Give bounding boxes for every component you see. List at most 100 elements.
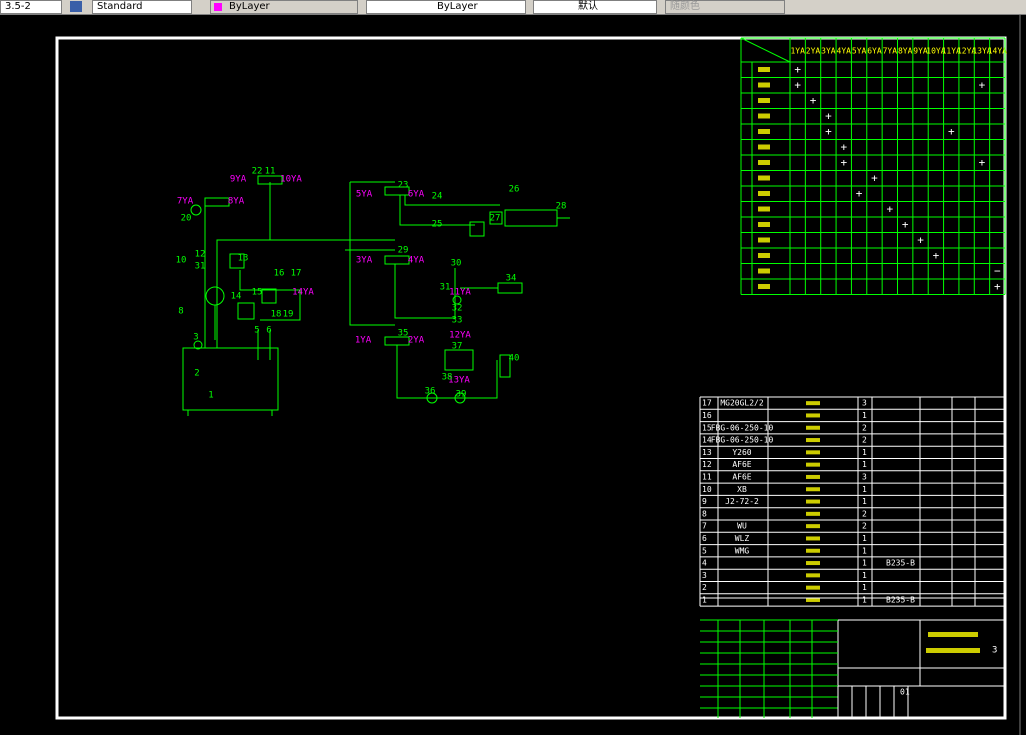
cell-mark: + <box>825 125 832 138</box>
row-caption <box>758 237 770 243</box>
row-caption <box>758 98 770 103</box>
part-name <box>806 536 820 541</box>
part-name <box>806 462 820 467</box>
schematic-label: 5 <box>254 326 259 336</box>
schematic-label: 36 <box>425 387 436 397</box>
schematic-label: 8YA <box>228 197 245 207</box>
schematic-label: 14 <box>231 292 242 302</box>
part-no: 2 <box>702 583 707 592</box>
schematic-label: 33 <box>452 316 463 326</box>
part-code: MG20GL2/2 <box>720 399 764 408</box>
part-name <box>806 487 820 492</box>
part-qty: 1 <box>862 485 867 494</box>
schematic-label: 12 <box>195 250 206 260</box>
part-name <box>806 561 820 566</box>
part-qty: 2 <box>862 423 867 432</box>
schematic-label: 30 <box>451 259 462 269</box>
column-header: 6YA <box>867 47 882 56</box>
part-material: B235-B <box>886 559 915 568</box>
row-caption <box>758 113 770 119</box>
table-line <box>740 37 791 63</box>
row-caption <box>758 206 770 212</box>
cell-mark: + <box>794 63 801 76</box>
column-header: 4YA <box>837 47 852 56</box>
part-no: 14 <box>702 436 712 445</box>
cell-mark: + <box>840 140 847 153</box>
text-style-box[interactable]: 3.5-2 <box>0 0 62 14</box>
cell-mark: − <box>994 264 1001 277</box>
part-name <box>806 401 820 406</box>
parts-list: 17 MG20GL2/2 316 115 FBG-06-250-10 214 FBG-06-… <box>699 396 1006 718</box>
part-qty: 1 <box>862 448 867 457</box>
sheet-count: 3 <box>992 646 997 656</box>
column-header: 8YA <box>898 47 913 56</box>
schematic-label: 24 <box>432 192 443 202</box>
schematic-label: 14YA <box>292 288 314 298</box>
column-header: 3YA <box>821 47 836 56</box>
schematic-label: 13 <box>238 254 249 264</box>
scale: 01 <box>900 688 910 697</box>
schematic-label: 31 <box>440 283 451 293</box>
part-no: 11 <box>702 472 712 481</box>
part-qty: 3 <box>862 399 867 408</box>
cell-mark: + <box>794 78 801 91</box>
schematic-label: 2 <box>194 369 199 379</box>
schematic-label: 25 <box>432 220 443 230</box>
part-code: J2-72-2 <box>725 497 759 506</box>
schematic-label: 26 <box>509 185 520 195</box>
schematic-label: 4YA <box>408 256 425 266</box>
schematic-label: 37 <box>452 342 463 352</box>
part-qty: 3 <box>862 472 867 481</box>
hydraulic-schematic <box>182 175 570 416</box>
cell-mark: + <box>856 187 863 200</box>
part-qty: 1 <box>862 595 867 604</box>
part-no: 12 <box>702 460 712 469</box>
drawing-canvas: 1YA 2YA 3YA 4YA 5YA 6YA 7YA 8YA 9YA10YA11YA12YA1… <box>55 15 1021 735</box>
schematic-label: 5YA <box>356 190 373 200</box>
column-header: 12YA <box>957 47 976 56</box>
schematic-label: 2YA <box>408 336 425 346</box>
cell-mark: + <box>825 109 832 122</box>
schematic-label: 9YA <box>230 175 247 185</box>
schematic-label: 7YA <box>177 197 194 207</box>
part-qty: 2 <box>862 436 867 445</box>
part-qty: 1 <box>862 411 867 420</box>
schematic-label: 15 <box>252 288 263 298</box>
schematic-label: 10 <box>176 256 187 266</box>
cell-mark: + <box>979 78 986 91</box>
dim-style-box[interactable]: Standard <box>92 0 192 14</box>
column-header: 10YA <box>926 47 945 56</box>
schematic-label: 28 <box>556 202 567 212</box>
schematic-label: 6 <box>266 326 271 336</box>
cell-mark: + <box>979 156 986 169</box>
title-text <box>926 648 980 653</box>
lineweight-box[interactable]: 默认 <box>533 0 657 14</box>
linetype-box[interactable]: ByLayer <box>366 0 526 14</box>
part-qty: 1 <box>862 559 867 568</box>
part-no: 3 <box>702 571 707 580</box>
part-name <box>806 511 820 516</box>
part-no: 1 <box>702 595 707 604</box>
part-name <box>806 413 820 418</box>
part-code: WLZ <box>735 534 750 543</box>
column-header: 2YA <box>806 47 821 56</box>
part-qty: 1 <box>862 583 867 592</box>
style-icon[interactable] <box>70 1 82 12</box>
part-code: XB <box>737 485 747 494</box>
part-code: FBG-06-250-10 <box>711 436 774 445</box>
column-header: 13YA <box>972 47 991 56</box>
part-code: AF6E <box>732 460 751 469</box>
schematic-label: 12YA <box>449 331 471 341</box>
schematic-label: 18 <box>271 310 282 320</box>
schematic-label: 13YA <box>448 376 470 386</box>
cell-mark: + <box>994 280 1001 293</box>
cell-mark: + <box>948 125 955 138</box>
cell-mark: + <box>917 233 924 246</box>
part-no: 17 <box>702 399 712 408</box>
schematic-label: 11YA <box>449 288 471 298</box>
color-box[interactable]: ByLayer <box>210 0 358 14</box>
schematic-label: 3 <box>193 333 198 343</box>
cell-mark: + <box>810 94 817 107</box>
part-qty: 1 <box>862 571 867 580</box>
cell-mark: + <box>871 171 878 184</box>
